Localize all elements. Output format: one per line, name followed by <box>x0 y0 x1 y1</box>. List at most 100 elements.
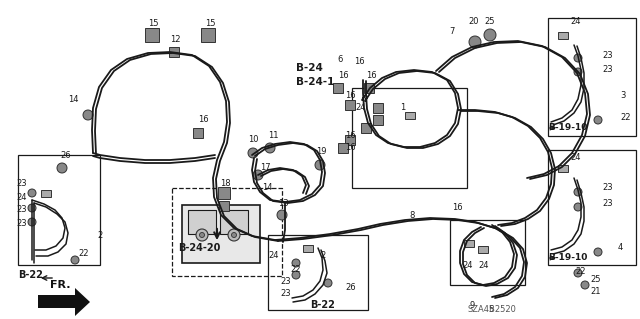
Text: 15: 15 <box>205 19 216 27</box>
Bar <box>18 155 100 265</box>
Bar <box>188 210 216 234</box>
Text: 24: 24 <box>16 192 26 202</box>
Circle shape <box>265 143 275 153</box>
Bar <box>268 235 368 310</box>
Text: 11: 11 <box>268 131 278 140</box>
Bar <box>303 245 313 252</box>
Text: 16: 16 <box>354 57 365 66</box>
Bar <box>220 210 248 234</box>
Text: B-24-1: B-24-1 <box>296 77 334 87</box>
Text: 23: 23 <box>16 179 27 188</box>
Text: 20: 20 <box>468 18 479 26</box>
Text: 3: 3 <box>620 91 625 100</box>
Text: 16: 16 <box>338 70 349 79</box>
Text: 23: 23 <box>602 198 612 207</box>
Circle shape <box>232 233 237 238</box>
Circle shape <box>574 54 582 62</box>
Text: B-19-10: B-19-10 <box>548 123 588 132</box>
Bar <box>338 143 348 153</box>
Bar <box>218 187 230 199</box>
Circle shape <box>28 204 36 212</box>
Text: 23: 23 <box>602 65 612 75</box>
Text: B-19-10: B-19-10 <box>548 254 588 263</box>
Text: 23: 23 <box>16 219 27 228</box>
Text: FR.: FR. <box>50 280 70 290</box>
Text: B-24-20: B-24-20 <box>178 243 220 253</box>
Text: 24: 24 <box>462 261 472 270</box>
Text: 23: 23 <box>602 50 612 60</box>
Text: 26: 26 <box>60 151 70 160</box>
Bar <box>352 88 467 188</box>
Text: 25: 25 <box>590 276 600 285</box>
Text: 24: 24 <box>570 18 580 26</box>
Text: 21: 21 <box>590 287 600 296</box>
Bar <box>405 112 415 119</box>
Circle shape <box>83 110 93 120</box>
Text: 23: 23 <box>602 183 612 192</box>
Bar <box>478 246 488 253</box>
Text: 16: 16 <box>345 91 356 100</box>
Text: 10: 10 <box>248 136 259 145</box>
Text: 24: 24 <box>355 103 365 113</box>
Circle shape <box>196 229 208 241</box>
Circle shape <box>574 188 582 196</box>
Text: 18: 18 <box>220 179 230 188</box>
Bar <box>464 240 474 247</box>
Circle shape <box>57 163 67 173</box>
Text: 16: 16 <box>198 115 209 124</box>
Text: B-22: B-22 <box>310 300 335 310</box>
Text: 6: 6 <box>337 56 342 64</box>
Circle shape <box>253 170 263 180</box>
Bar <box>373 103 383 113</box>
Circle shape <box>292 259 300 267</box>
Bar <box>361 123 371 133</box>
Text: 8: 8 <box>409 211 414 219</box>
Text: 9: 9 <box>470 300 476 309</box>
Text: 2: 2 <box>97 231 102 240</box>
Bar <box>558 32 568 39</box>
Bar <box>172 188 282 276</box>
Circle shape <box>594 248 602 256</box>
Circle shape <box>28 218 36 226</box>
Polygon shape <box>38 288 90 316</box>
Text: 24: 24 <box>570 153 580 162</box>
Text: 16: 16 <box>345 130 356 139</box>
Text: 22: 22 <box>575 268 586 277</box>
Bar <box>169 47 179 57</box>
Text: 19: 19 <box>316 147 326 157</box>
Text: 23: 23 <box>16 205 27 214</box>
Text: 23: 23 <box>280 288 291 298</box>
Text: 24: 24 <box>478 261 488 270</box>
Text: 1: 1 <box>401 103 406 113</box>
Text: 13: 13 <box>278 198 289 207</box>
Circle shape <box>574 203 582 211</box>
Circle shape <box>324 279 332 287</box>
Circle shape <box>277 210 287 220</box>
Circle shape <box>469 36 481 48</box>
Circle shape <box>315 160 325 170</box>
Bar <box>145 28 159 42</box>
Circle shape <box>248 148 258 158</box>
Bar <box>548 18 636 136</box>
Text: 22: 22 <box>290 265 301 275</box>
Text: 26: 26 <box>345 284 356 293</box>
Bar <box>219 201 229 211</box>
Bar <box>182 205 260 263</box>
Bar <box>345 135 355 145</box>
Text: 16: 16 <box>345 144 356 152</box>
Circle shape <box>200 233 205 238</box>
Bar <box>450 220 525 285</box>
Text: 25: 25 <box>484 18 495 26</box>
Text: 4: 4 <box>618 243 623 253</box>
Text: 7: 7 <box>449 27 454 36</box>
Text: 5: 5 <box>488 306 493 315</box>
Bar <box>201 28 215 42</box>
Bar <box>41 190 51 197</box>
Bar <box>333 83 343 93</box>
Text: 12: 12 <box>170 35 180 44</box>
Text: 14: 14 <box>262 183 273 192</box>
Text: B-24: B-24 <box>296 63 323 73</box>
Text: 22: 22 <box>620 114 630 122</box>
Bar <box>558 165 568 172</box>
Circle shape <box>71 256 79 264</box>
